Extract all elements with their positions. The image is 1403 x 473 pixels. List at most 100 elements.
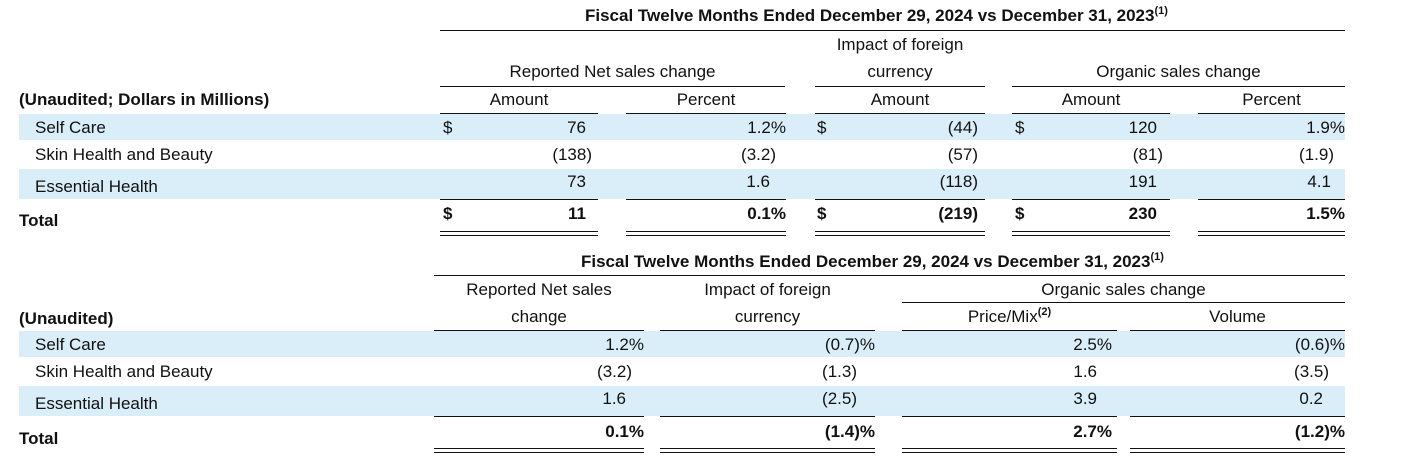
cell-volume: 0.2 [1299, 389, 1323, 408]
col-header-fx-amount: Amount [870, 90, 930, 109]
col-rule [434, 330, 644, 331]
footnote-marker: (1) [1154, 5, 1168, 17]
header-rule [815, 86, 985, 87]
row-label: Essential Health [35, 177, 158, 196]
header-reported-line1: Reported Net sales [466, 280, 612, 299]
col-rule [902, 330, 1117, 331]
col-header-price-mix: Price/Mix(2) [967, 306, 1052, 327]
cell-reported: (3.2) [597, 362, 632, 381]
header-reported-line2: change [511, 307, 567, 326]
cell-org-percent: 4.1 [1307, 172, 1331, 191]
total-double-rule [660, 448, 875, 453]
cell-reported: 1.2% [605, 335, 644, 354]
currency-symbol: $ [443, 118, 453, 137]
col-rule [1130, 330, 1345, 331]
cell-fx-amount: (44) [947, 118, 978, 137]
header-rule [1012, 86, 1345, 87]
row-label: Skin Health and Beauty [35, 145, 213, 164]
cell-volume: (1.2)% [1294, 422, 1345, 441]
title-rule [434, 275, 1345, 276]
row-label: Self Care [35, 118, 106, 137]
col-rule [626, 113, 786, 114]
cell-fx-amount: (118) [939, 172, 978, 191]
footnote-marker: (2) [1037, 306, 1052, 318]
col-rule [660, 330, 875, 331]
row-label: Self Care [35, 335, 106, 354]
currency-symbol: $ [817, 204, 827, 223]
col-header-org-amount: Amount [1061, 90, 1121, 109]
row-label: Essential Health [35, 394, 158, 413]
table-1-title: Fiscal Twelve Months Ended December 29, … [585, 5, 1168, 26]
cell-price-mix: 2.7% [1073, 422, 1112, 441]
total-rule [815, 199, 985, 200]
cell-volume: (3.5) [1294, 362, 1329, 381]
cell-rep-percent: 1.6 [746, 172, 770, 191]
currency-symbol: $ [817, 118, 827, 137]
cell-rep-amount: 76 [567, 118, 586, 137]
cell-org-amount: 191 [1128, 172, 1157, 191]
total-double-rule [626, 231, 786, 236]
total-rule [626, 199, 786, 200]
cell-reported: 0.1% [605, 422, 644, 441]
header-rule [440, 86, 785, 87]
cell-rep-percent: (3.2) [741, 145, 776, 164]
header-organic-sales-change: Organic sales change [1096, 62, 1261, 81]
total-rule [902, 416, 1117, 417]
cell-fx: (2.5) [822, 389, 857, 408]
col-rule [440, 113, 598, 114]
col-rule [1012, 113, 1170, 114]
cell-fx: (1.4)% [824, 422, 875, 441]
currency-symbol: $ [1015, 204, 1025, 223]
cell-volume: (0.6)% [1294, 335, 1345, 354]
cell-price-mix: 1.6 [1073, 362, 1097, 381]
total-rule [440, 199, 598, 200]
cell-reported: 1.6 [602, 389, 626, 408]
cell-org-amount: 230 [1128, 204, 1157, 223]
header-impact-fx-line2: currency [734, 307, 801, 326]
total-double-rule [1012, 231, 1170, 236]
cell-fx-amount: (57) [947, 145, 978, 164]
total-double-rule [1130, 448, 1345, 453]
cell-price-mix: 2.5% [1073, 335, 1112, 354]
cell-org-percent: 1.5% [1306, 204, 1345, 223]
row-label-total: Total [19, 211, 59, 230]
cell-rep-amount: (138) [552, 145, 592, 164]
header-impact-fx-line2: currency [867, 62, 933, 81]
cell-org-amount: (81) [1132, 145, 1163, 164]
col-header-volume: Volume [1209, 307, 1266, 326]
header-impact-fx-line1: Impact of foreign [836, 35, 964, 54]
cell-rep-percent: 0.1% [747, 204, 786, 223]
total-rule [1198, 199, 1345, 200]
col-rule [815, 113, 985, 114]
header-organic-sales-change: Organic sales change [1041, 280, 1206, 299]
row-band [19, 386, 1345, 416]
total-double-rule [440, 231, 598, 236]
col-header-rep-amount: Amount [489, 90, 549, 109]
cell-rep-amount: 73 [567, 172, 586, 191]
cell-fx-amount: (219) [938, 204, 978, 223]
total-rule [434, 416, 644, 417]
total-double-rule [1198, 231, 1345, 236]
row-header-label: (Unaudited) [19, 309, 114, 328]
row-header-label: (Unaudited; Dollars in Millions) [19, 90, 270, 109]
row-band [19, 169, 1345, 199]
col-header-rep-percent: Percent [676, 90, 736, 109]
currency-symbol: $ [443, 204, 453, 223]
title-rule [440, 30, 1345, 31]
cell-fx: (0.7)% [824, 335, 875, 354]
header-reported-net-sales-change: Reported Net sales change [509, 62, 716, 81]
cell-org-percent: (1.9) [1299, 145, 1334, 164]
cell-org-amount: 120 [1128, 118, 1157, 137]
col-rule [1198, 113, 1345, 114]
row-band [19, 114, 1345, 140]
total-rule [1012, 199, 1170, 200]
cell-rep-amount: 11 [568, 204, 586, 223]
cell-price-mix: 3.9 [1073, 389, 1097, 408]
total-double-rule [434, 448, 644, 453]
cell-rep-percent: 1.2% [747, 118, 786, 137]
header-rule [902, 302, 1345, 303]
currency-symbol: $ [1015, 118, 1025, 137]
row-label-total: Total [19, 429, 59, 448]
row-label: Skin Health and Beauty [35, 362, 213, 381]
col-header-org-percent: Percent [1242, 90, 1301, 109]
